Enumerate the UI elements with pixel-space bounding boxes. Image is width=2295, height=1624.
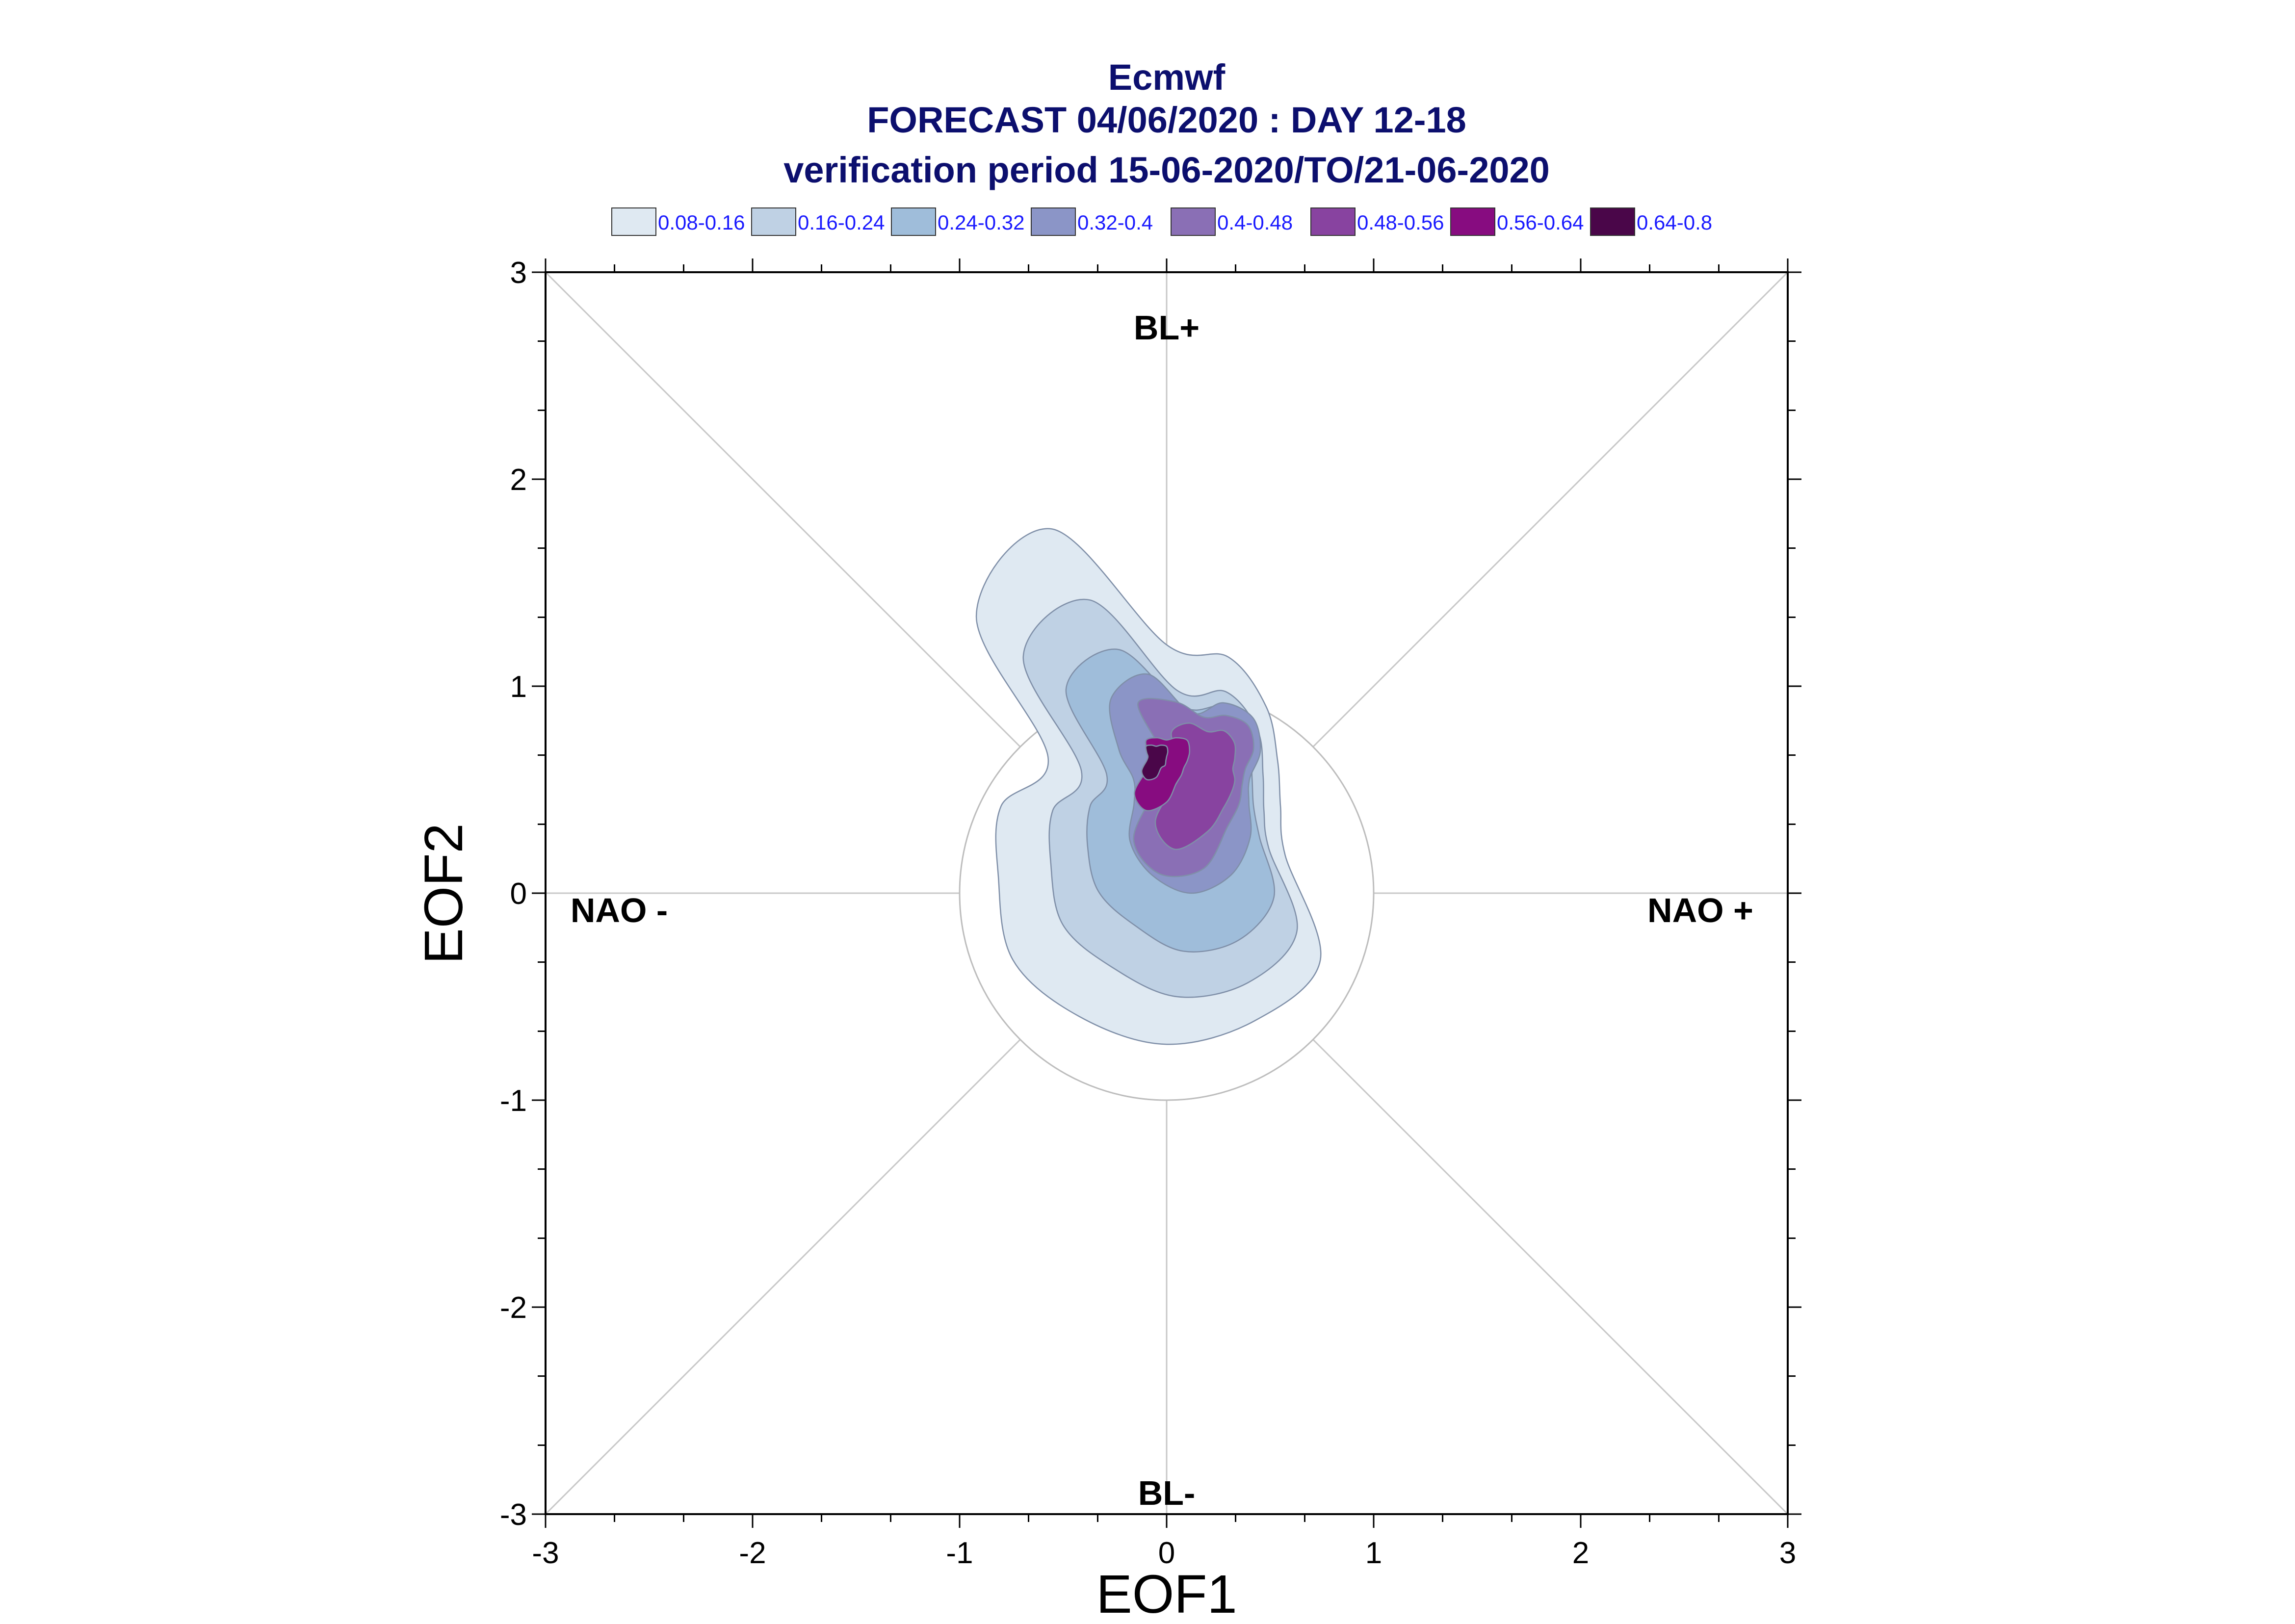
y-tick-label: 1 [510,670,527,704]
title-line-2: FORECAST 04/06/2020 : DAY 12-18 [867,100,1466,140]
x-tick-label: 1 [1365,1536,1382,1570]
legend-label: 0.08-0.16 [658,211,745,234]
title-line-1: Ecmwf [1108,57,1226,98]
legend-swatch [611,207,656,236]
x-tick-label: 2 [1572,1536,1589,1570]
chart-title: Ecmwf FORECAST 04/06/2020 : DAY 12-18 ve… [783,57,1550,190]
y-tick-label: 2 [510,463,527,497]
legend-swatch [1171,207,1216,236]
legend-swatch [1031,207,1076,236]
legend-swatch [1310,207,1356,236]
legend-swatch [891,207,936,236]
y-tick-label: -1 [500,1084,527,1118]
y-tick-label: -3 [500,1498,527,1532]
regime-labels: BL+ BL- NAO - NAO + [571,309,1753,1512]
axis-titles: EOF1 EOF2 [414,823,1237,1624]
axes: -3 -2 -1 0 1 2 3 -3 -2 -1 0 1 2 3 [500,256,1801,1570]
y-axis-title: EOF2 [414,823,474,964]
x-tick-label: -3 [532,1536,559,1570]
legend-label: 0.32-0.4 [1077,211,1153,234]
plot-area [545,271,1789,1515]
x-axis-title: EOF1 [1096,1564,1237,1624]
legend-label: 0.24-0.32 [938,211,1024,234]
y-tick-label: 3 [510,256,527,290]
legend-label: 0.48-0.56 [1357,211,1444,234]
x-tick-label: 0 [1158,1536,1175,1570]
legend: 0.08-0.16 0.16-0.24 0.24-0.32 0.32-0.4 0.4-0… [611,207,1712,236]
title-line-3: verification period 15-06-2020/TO/21-06-… [783,150,1550,190]
x-tick-label: -1 [946,1536,973,1570]
y-tick-label: -2 [500,1291,527,1325]
y-tick-label: 0 [510,877,527,911]
legend-swatch [751,207,796,236]
regime-label-bl-plus: BL+ [1134,309,1200,347]
regime-label-nao-minus: NAO - [571,891,668,929]
x-tick-label: 3 [1779,1536,1796,1570]
legend-swatch [1590,207,1635,236]
legend-label: 0.4-0.48 [1217,211,1293,234]
regime-label-nao-plus: NAO + [1647,891,1753,929]
legend-swatch [1450,207,1495,236]
legend-label: 0.64-0.8 [1637,211,1712,234]
legend-label: 0.16-0.24 [798,211,885,234]
density-contour-8 [1141,744,1169,781]
regime-label-bl-minus: BL- [1138,1474,1196,1512]
x-tick-label: -2 [739,1536,766,1570]
legend-label: 0.56-0.64 [1497,211,1584,234]
